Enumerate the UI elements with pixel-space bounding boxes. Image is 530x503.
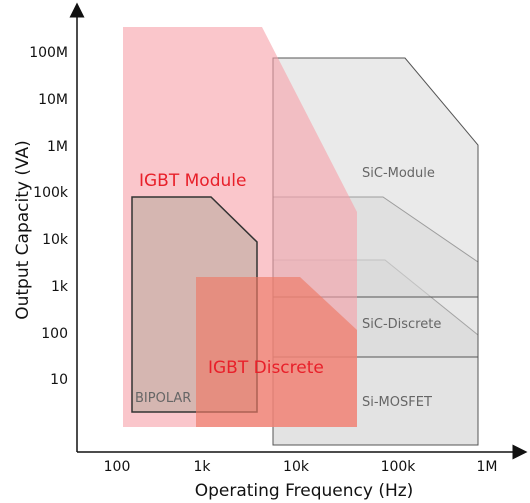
igbt-module-label: IGBT Module <box>139 171 246 191</box>
y-tick-label: 1M <box>47 139 68 155</box>
y-axis-title: Output Capacity (VA) <box>13 140 33 320</box>
y-tick-label: 10M <box>38 92 68 108</box>
sic-module-label: SiC-Module <box>362 166 435 181</box>
igbt-discrete-label: IGBT Discrete <box>208 358 324 378</box>
x-tick-label: 100 <box>104 459 131 475</box>
igbt-discrete-region <box>196 277 357 427</box>
y-tick-label: 100M <box>29 45 68 61</box>
bipolar-label: BIPOLAR <box>135 391 191 406</box>
y-tick-label: 100k <box>33 185 69 201</box>
y-tick-label: 100 <box>41 326 68 342</box>
x-tick-label: 1k <box>193 459 211 475</box>
y-tick-label: 10k <box>42 232 69 248</box>
x-axis-title: Operating Frequency (Hz) <box>195 481 414 501</box>
x-tick-label: 100k <box>381 459 417 475</box>
y-tick-label: 1k <box>51 279 69 295</box>
sic-discrete-label: SiC-Discrete <box>362 317 441 332</box>
si-mosfet-label: Si-MOSFET <box>362 395 432 410</box>
x-tick-label: 10k <box>283 459 310 475</box>
x-tick-label: 1M <box>477 459 498 475</box>
y-tick-label: 10 <box>50 372 68 388</box>
